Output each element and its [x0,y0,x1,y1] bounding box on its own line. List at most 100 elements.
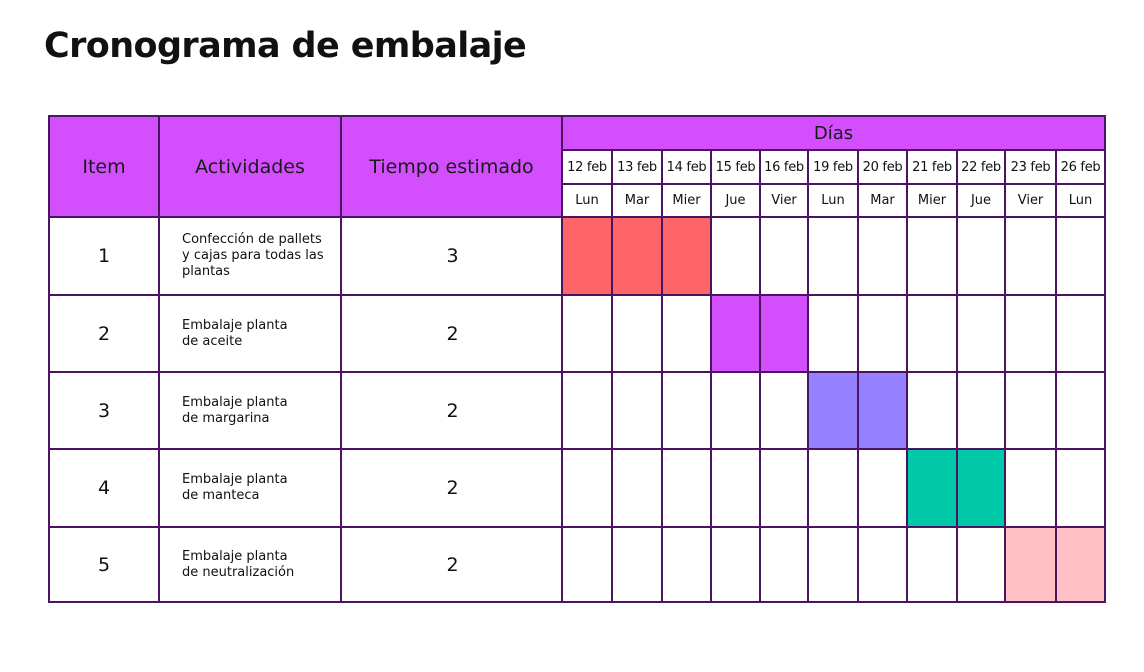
day-cell [807,294,859,373]
gantt-bar-cell [710,294,761,373]
header-item: Item [48,115,160,218]
day-cell [561,371,613,450]
date-header-cell: 19 feb [807,149,859,185]
day-cell [1004,448,1057,528]
day-cell [1054,294,1107,373]
header-days: Días [560,115,1107,151]
weekday-header-cell: Lun [807,183,859,218]
day-cell [906,216,958,296]
schedule-table: Item Actividades Tiempo estimado Días 12… [48,115,1107,603]
day-cell [759,526,809,603]
weekday-header-cell: Lun [1054,183,1107,218]
day-cell [759,448,809,528]
day-cell [906,294,958,373]
activity-line: Embalaje planta [182,317,288,333]
activity-line: de margarina [182,410,270,426]
day-cell [906,526,958,603]
weekday-header-cell: Jue [956,183,1006,218]
activity-description: Confección de pallets y cajas para todas … [158,216,342,296]
item-number: 3 [48,371,160,450]
date-header-cell: 20 feb [857,149,908,185]
activity-row: 1 Confección de pallets y cajas para todas… [48,216,1107,296]
item-number: 5 [48,526,160,603]
day-cell [1054,448,1107,528]
header-row-dates: 12 feb 13 feb 14 feb 15 feb 16 feb 19 feb 20 f… [49,149,1107,185]
day-cell [710,448,761,528]
date-header-cell: 23 feb [1004,149,1057,185]
day-cell [857,448,908,528]
day-cell [611,371,663,450]
day-cell [561,526,613,603]
gantt-bar-cell [1054,526,1107,603]
activity-row: 3 Embalaje planta de margarina 2 [48,371,1107,450]
activity-line: de aceite [182,333,243,349]
day-cell [561,294,613,373]
day-cell [1004,294,1057,373]
gantt-bar-cell [857,371,908,450]
weekday-header-cell: Vier [1004,183,1057,218]
day-cell [759,216,809,296]
date-header-cell: 22 feb [956,149,1006,185]
weekday-header-cell: Mar [611,183,663,218]
page-title: Cronograma de embalaje [44,26,527,66]
item-number: 1 [48,216,160,296]
activity-row: 2 Embalaje planta de aceite 2 [48,294,1107,373]
day-cell [956,526,1006,603]
day-cell [807,448,859,528]
gantt-bar-cell [611,216,663,296]
date-header-cell: 14 feb [661,149,712,185]
activity-line: Embalaje planta [182,394,288,410]
activity-description: Embalaje planta de neutralización [158,526,342,603]
header-estimated-time: Tiempo estimado [340,115,563,218]
day-cell [857,216,908,296]
day-cell [857,526,908,603]
day-cell [759,371,809,450]
estimated-time: 3 [340,216,563,296]
header-row-days: Item Actividades Tiempo estimado Días [48,115,1107,218]
day-cell [857,294,908,373]
day-cell [561,448,613,528]
activity-line: Confección de pallets [182,232,322,247]
activity-description: Embalaje planta de manteca [158,448,342,528]
day-cell [807,526,859,603]
item-number: 2 [48,294,160,373]
activity-description: Embalaje planta de margarina [158,371,342,450]
gantt-bar-cell [906,448,958,528]
day-cell [1054,371,1107,450]
day-cell [710,216,761,296]
weekday-header-cell: Mar [857,183,908,218]
activity-row: 4 Embalaje planta de manteca 2 [48,448,1107,528]
activity-line: Embalaje planta [182,548,288,564]
activity-line: plantas [182,264,230,279]
header-row-weekdays: Lun Mar Mier Jue Vier Lun Mar Mier Jue Vier Lun [49,183,1107,218]
day-cell [611,526,663,603]
day-cell [661,448,712,528]
date-header-cell: 15 feb [710,149,761,185]
day-cell [1004,216,1057,296]
day-cell [661,371,712,450]
gantt-bar-cell [661,216,712,296]
gantt-bar-cell [759,294,809,373]
activity-line: Embalaje planta [182,472,288,487]
day-cell [661,526,712,603]
item-number: 4 [48,448,160,528]
gantt-bar-cell [561,216,613,296]
day-cell [1004,371,1057,450]
day-cell [956,371,1006,450]
estimated-time: 2 [340,526,563,603]
date-header-cell: 12 feb [561,149,613,185]
day-cell [807,216,859,296]
weekday-header-cell: Vier [759,183,809,218]
activity-line: y cajas para todas las [182,248,324,263]
date-header-cell: 13 feb [611,149,663,185]
weekday-header-cell: Lun [561,183,613,218]
day-cell [710,526,761,603]
day-cell [906,371,958,450]
day-cell [1054,216,1107,296]
activity-line: de neutralización [182,564,295,580]
day-cell [956,294,1006,373]
date-header-cell: 26 feb [1054,149,1107,185]
date-header-cell: 16 feb [759,149,809,185]
estimated-time: 2 [340,448,563,528]
day-cell [956,216,1006,296]
